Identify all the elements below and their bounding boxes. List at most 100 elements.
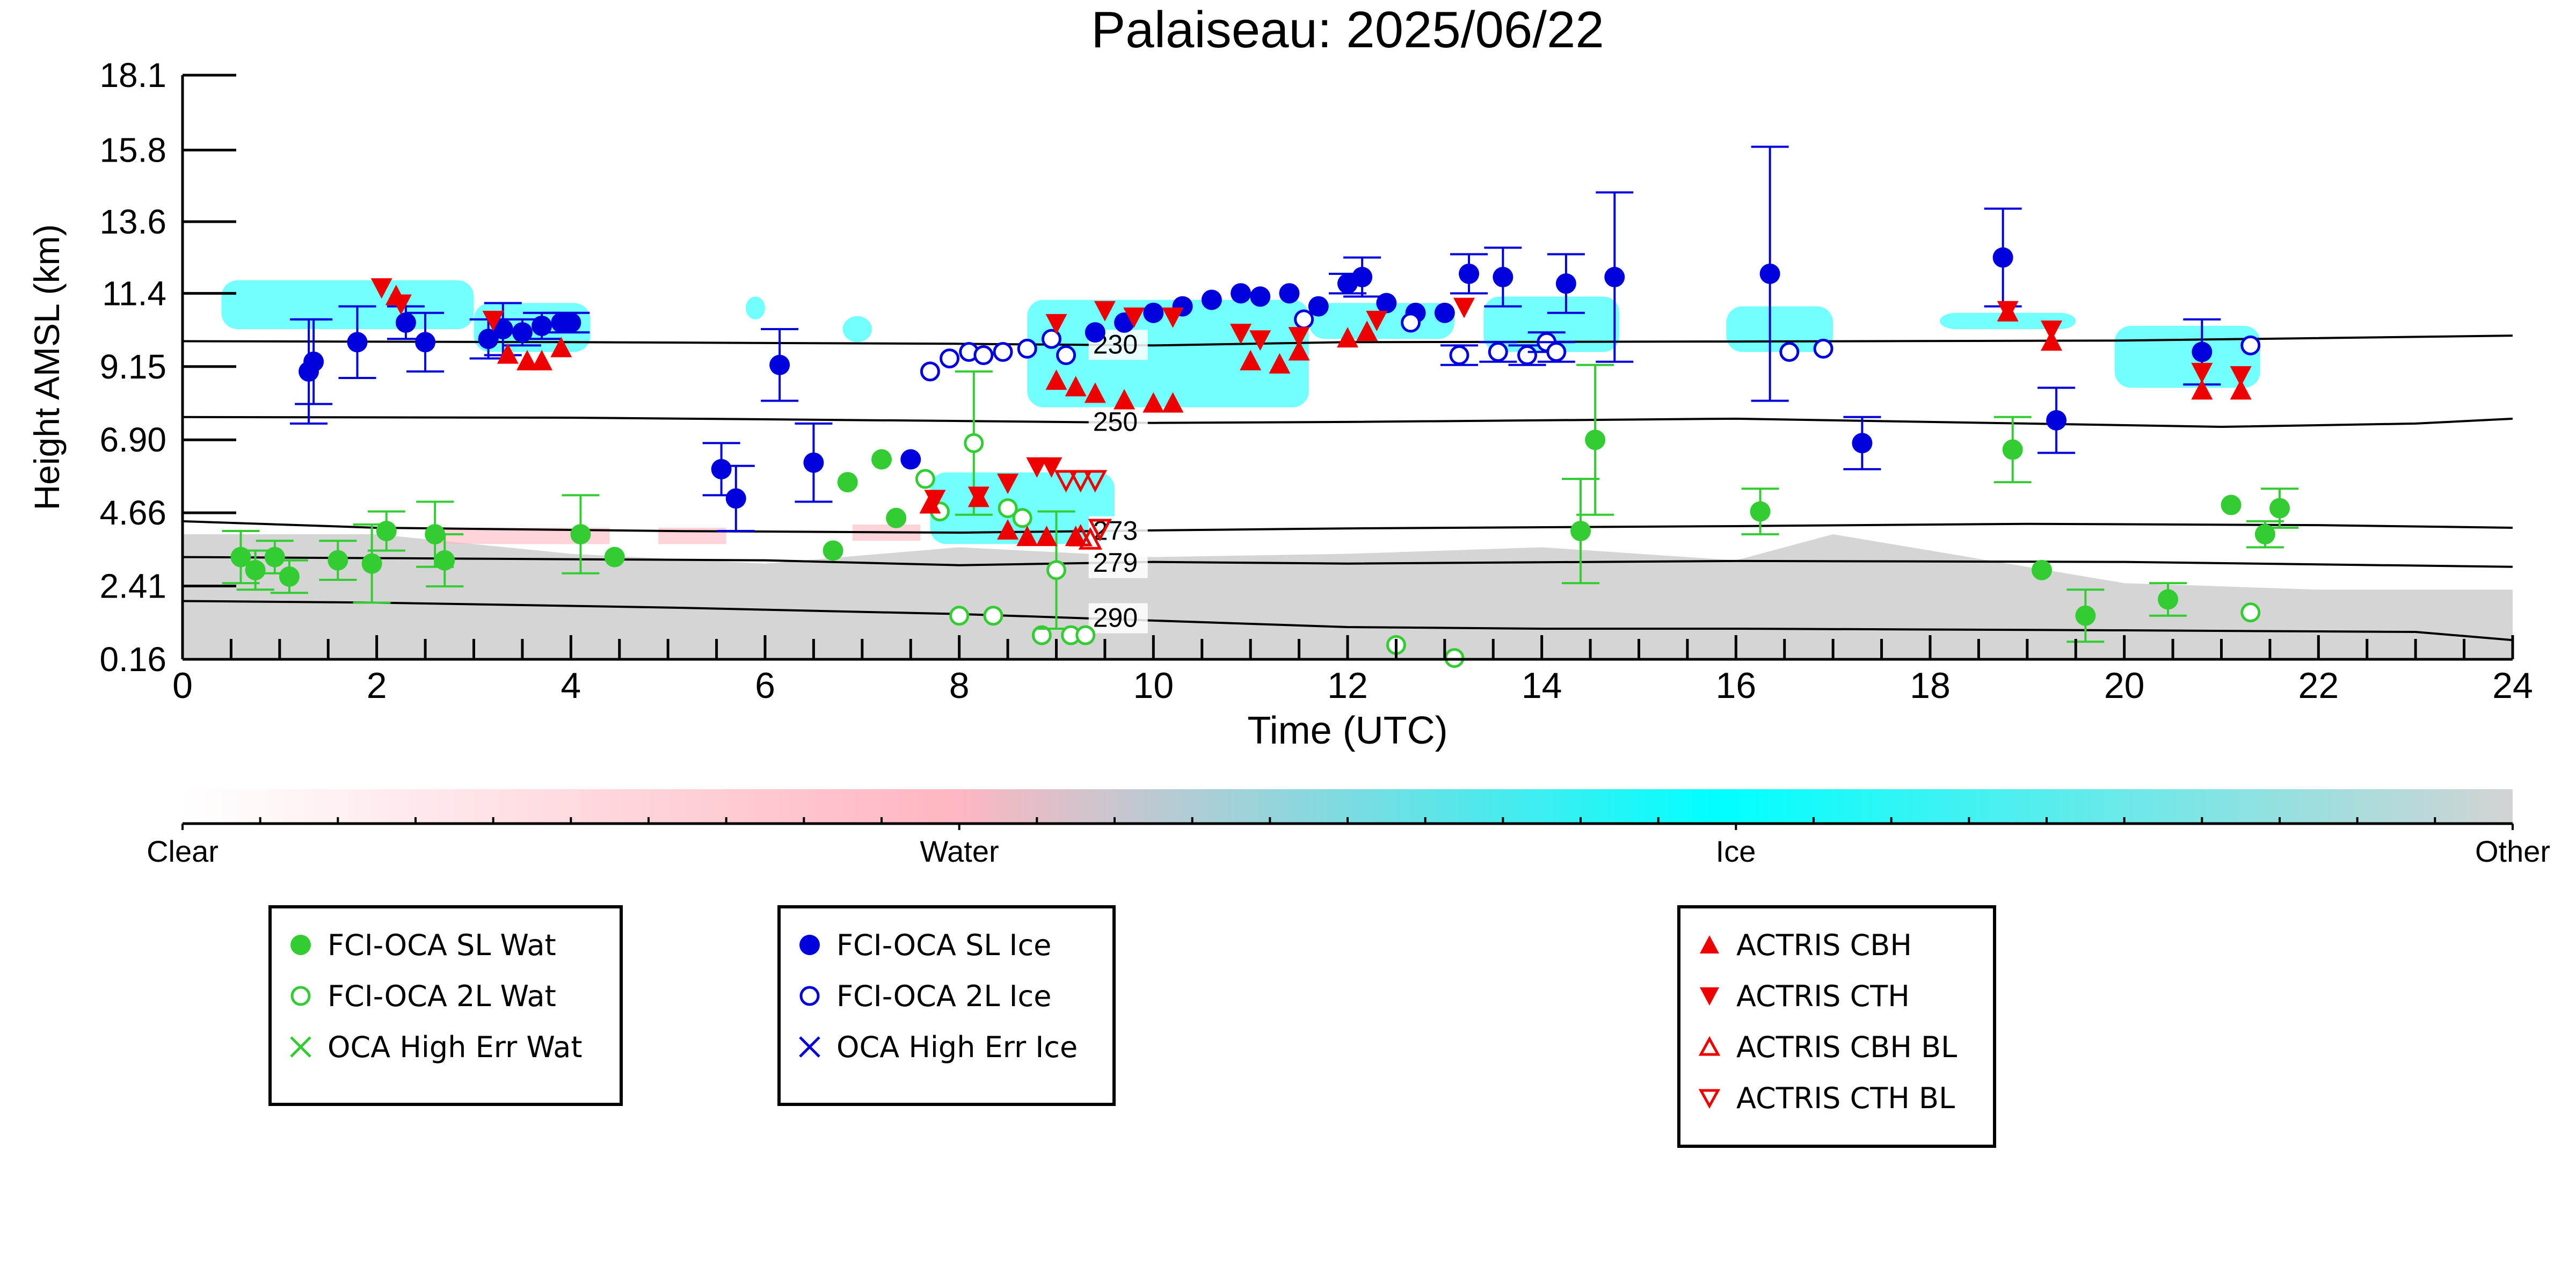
colorbar-label-clear: Clear [147,834,219,868]
data-point [998,498,1018,519]
legend-label: OCA High Err Wat [328,1030,583,1064]
legend-label: ACTRIS CTH BL [1736,1081,1955,1115]
data-point [478,329,499,350]
data-point [1231,283,1251,304]
y-tick-label: 4.66 [99,493,166,532]
data-point [1040,457,1063,478]
legend-label: FCI-OCA 2L Wat [328,979,556,1013]
triangle-up-icon [1700,935,1719,954]
legend-water: FCI-OCA SL Wat FCI-OCA 2L Wat OCA High E… [268,905,623,1106]
data-point [1162,392,1184,413]
colorbar-label-other: Other [2475,834,2550,868]
data-point [1068,523,1093,547]
data-point [964,433,984,453]
data-point [550,337,572,358]
data-point [328,550,348,571]
data-point [1240,350,1262,370]
legend-item: ACTRIS CTH BL [1693,1076,1955,1119]
legend-label: OCA High Err Ice [836,1030,1078,1064]
data-point [1085,322,1105,343]
data-point [370,278,392,299]
data-point [1068,470,1093,493]
data-point [920,361,940,382]
legend-item: ACTRIS CTH [1693,974,1910,1017]
x-tick-label: 8 [949,665,970,706]
data-point [347,332,368,353]
legend-item: ACTRIS CBH [1693,923,1912,966]
data-point [395,312,416,333]
legend-label: FCI-OCA SL Ice [836,928,1052,962]
data-point [434,550,455,571]
legend-item: ACTRIS CBH BL [1693,1025,1957,1068]
data-point [1288,340,1310,361]
data-point [1570,521,1591,542]
data-point [264,547,285,567]
data-point [1114,389,1136,410]
x-tick-label: 20 [2104,665,2145,706]
data-point [1493,267,1513,288]
data-point [1779,341,1800,362]
data-point [245,559,266,580]
isotherm-label-background [1088,407,1148,438]
data-point [2221,494,2242,515]
isotherm-label-background [1088,548,1148,578]
ice-region [842,316,872,343]
y-tick-label: 15.8 [99,130,166,169]
isotherm-line [183,556,2513,568]
x-tick-label: 16 [1716,665,1757,706]
y-tick-label: 9.15 [99,347,166,386]
data-point [2191,362,2213,383]
data-point [1813,338,1833,359]
data-point [949,606,970,626]
y-ticks: 0.16 2.41 4.66 6.90 9.15 11.4 13.6 15.8 18.1 [99,56,236,679]
data-point [1759,263,1780,284]
data-point [711,459,732,479]
data-point [2269,498,2290,519]
data-point [1031,625,1052,645]
data-point [1250,286,1271,307]
marker-layer [222,145,2298,668]
ice-region [745,296,765,319]
y-axis-label: Height AMSL (km) [27,224,67,510]
x-tick-label: 2 [367,665,387,706]
legend-actris: ACTRIS CBH ACTRIS CTH ACTRIS CBH BL ACTR… [1677,905,1996,1148]
data-point [1366,310,1388,331]
data-point [1054,470,1078,493]
legend-item: FCI-OCA 2L Ice [794,974,1051,1017]
filled-circle-icon [799,935,820,955]
open-circle-icon [290,986,311,1006]
colorbar-ticks [181,817,2514,830]
data-point [2158,589,2179,610]
legend-label: ACTRIS CBH BL [1736,1030,1958,1064]
isotherm-line [183,334,2513,347]
x-tick-label: 4 [561,665,581,706]
ice-region [1483,296,1620,352]
x-tick-label: 24 [2492,665,2533,706]
x-tick-label: 0 [172,665,193,706]
x-axis-label: Time (UTC) [1247,709,1447,752]
data-point [1288,327,1310,348]
data-point [1249,330,1271,351]
data-point [1488,341,1508,362]
data-point [1308,296,1329,317]
data-point [303,351,324,372]
open-triangle-down-icon [1698,1089,1721,1109]
data-point [2230,379,2252,400]
data-point [967,486,989,507]
data-point [1041,329,1061,349]
data-point [973,345,994,366]
data-point [361,553,382,574]
data-point [823,540,843,561]
isotherm-label: 250 [1093,406,1138,436]
data-point [512,322,533,343]
data-point [1088,519,1112,542]
x-tick-label: 10 [1133,665,1174,706]
open-circle-icon [799,986,820,1006]
data-point [1401,312,1421,333]
data-point [1084,382,1106,403]
data-point [2230,366,2252,387]
colorbar: Clear Water Ice Other [147,789,2550,868]
isotherm-label: 290 [1093,603,1138,633]
x-ticks: 0 2 4 6 8 10 12 14 16 18 20 22 24 [172,635,2533,706]
data-point [1356,321,1378,341]
